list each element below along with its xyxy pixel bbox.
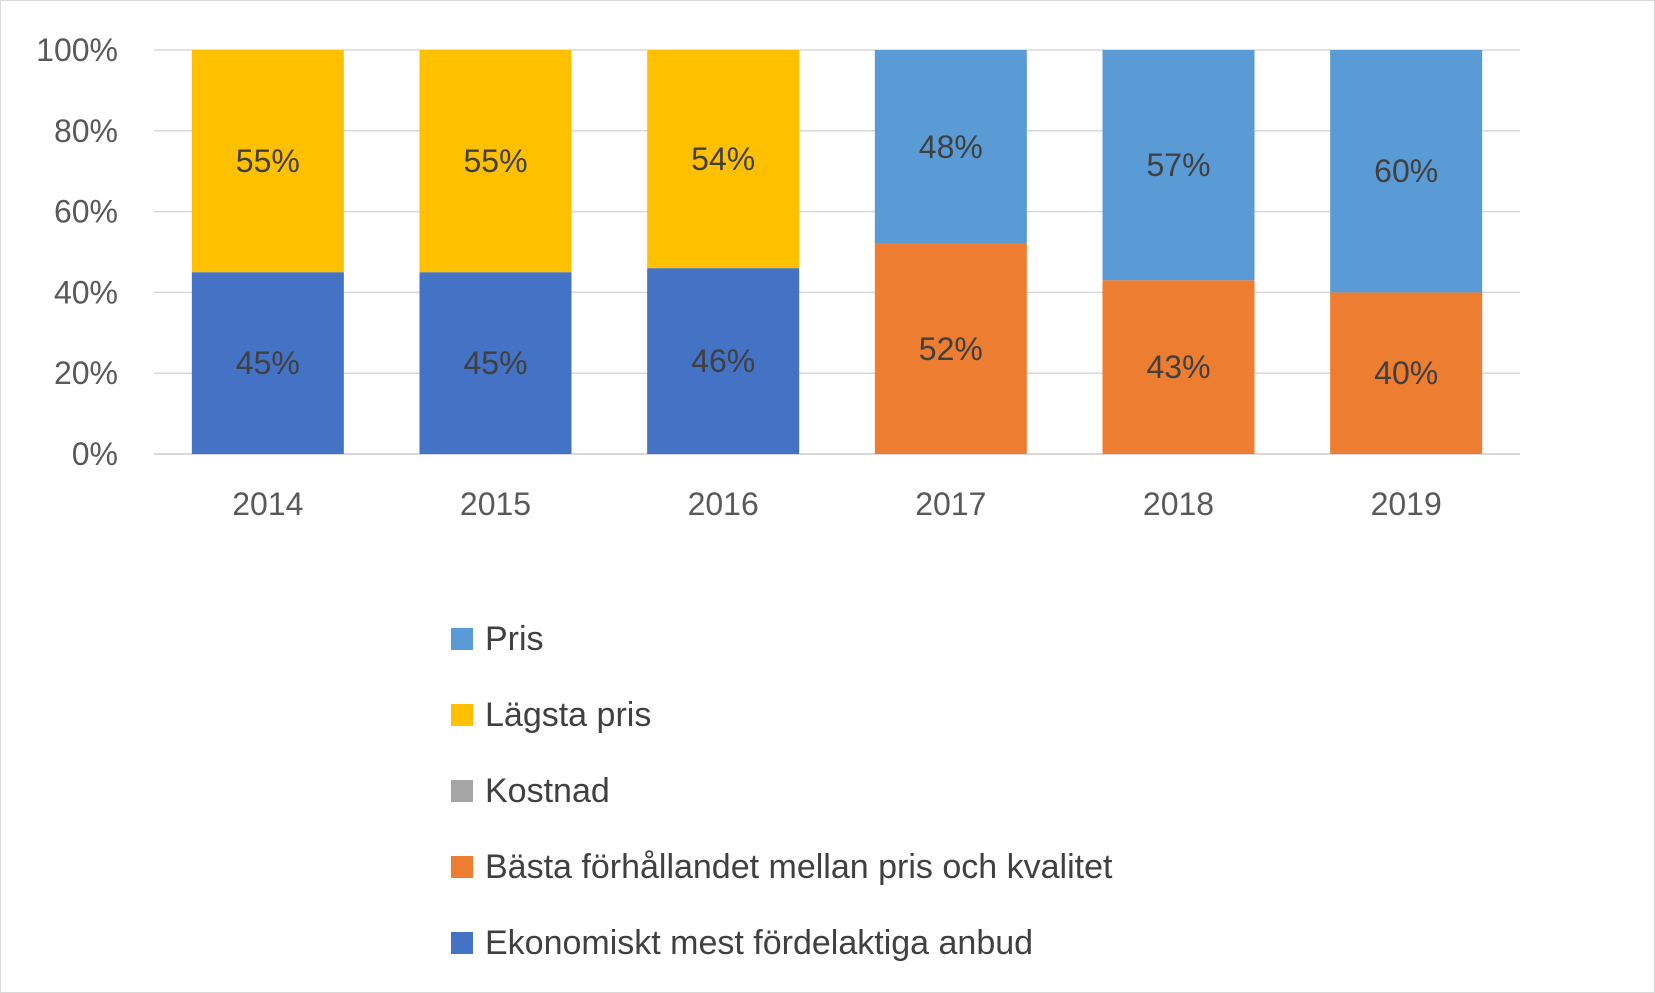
legend-label: Bästa förhållandet mellan pris och kvali…	[485, 847, 1113, 886]
bar-segment	[647, 50, 800, 269]
legend-label: Kostnad	[485, 771, 610, 810]
bar-segment	[874, 243, 1027, 454]
data-label: 40%	[1374, 355, 1438, 391]
data-label: 48%	[919, 129, 983, 165]
bar-segment	[1330, 50, 1483, 293]
y-tick-label: 80%	[54, 113, 118, 149]
x-tick-label: 2018	[1143, 486, 1214, 522]
y-tick-label: 100%	[36, 32, 118, 68]
data-label: 52%	[919, 331, 983, 367]
data-label: 46%	[691, 343, 755, 379]
data-label: 55%	[236, 143, 300, 179]
bar-segment	[419, 272, 572, 454]
bar-segment	[874, 50, 1027, 244]
data-label: 45%	[463, 345, 527, 381]
bar-segment	[419, 50, 572, 273]
bar-segment	[1102, 50, 1255, 281]
data-label: 54%	[691, 141, 755, 177]
legend-item: Kostnad	[451, 753, 1112, 829]
x-tick-label: 2016	[688, 486, 759, 522]
x-tick-label: 2017	[915, 486, 986, 522]
data-label: 43%	[1146, 349, 1210, 385]
legend-label: Pris	[485, 619, 544, 658]
gridlines	[154, 49, 1520, 455]
legend-swatch	[451, 628, 473, 650]
legend: Pris Lägsta pris Kostnad Bästa förhållandet…	[451, 601, 1112, 981]
legend-item: Bästa förhållandet mellan pris och kvali…	[451, 829, 1112, 905]
legend-item: Pris	[451, 601, 1112, 677]
data-label: 57%	[1146, 147, 1210, 183]
x-tick-label: 2015	[460, 486, 531, 522]
data-label: 45%	[236, 345, 300, 381]
bars	[191, 50, 1483, 454]
data-labels: 45% 55% 45% 55% 46% 54% 52% 48% 43% 57% 40% 60%	[236, 129, 1438, 391]
bar-segment	[647, 268, 800, 454]
legend-swatch	[451, 856, 473, 878]
x-axis-ticks: 2014 2015 2016 2017 2018 2019	[232, 486, 1442, 522]
y-tick-label: 20%	[54, 355, 118, 391]
legend-item: Ekonomiskt mest fördelaktiga anbud	[451, 905, 1112, 981]
y-tick-label: 60%	[54, 194, 118, 230]
legend-label: Ekonomiskt mest fördelaktiga anbud	[485, 923, 1034, 962]
legend-swatch	[451, 704, 473, 726]
bar-segment	[191, 272, 344, 454]
legend-label: Lägsta pris	[485, 695, 652, 734]
data-label: 60%	[1374, 153, 1438, 189]
x-tick-label: 2014	[232, 486, 303, 522]
y-tick-label: 0%	[72, 436, 118, 472]
data-label: 55%	[463, 143, 527, 179]
legend-item: Lägsta pris	[451, 677, 1112, 753]
legend-swatch	[451, 780, 473, 802]
y-axis-ticks: 0% 20% 40% 60% 80% 100%	[36, 32, 118, 472]
legend-swatch	[451, 932, 473, 954]
bar-segment	[191, 50, 344, 273]
bar-segment	[1330, 292, 1483, 454]
bar-segment	[1102, 280, 1255, 454]
x-tick-label: 2019	[1371, 486, 1442, 522]
y-tick-label: 40%	[54, 274, 118, 310]
